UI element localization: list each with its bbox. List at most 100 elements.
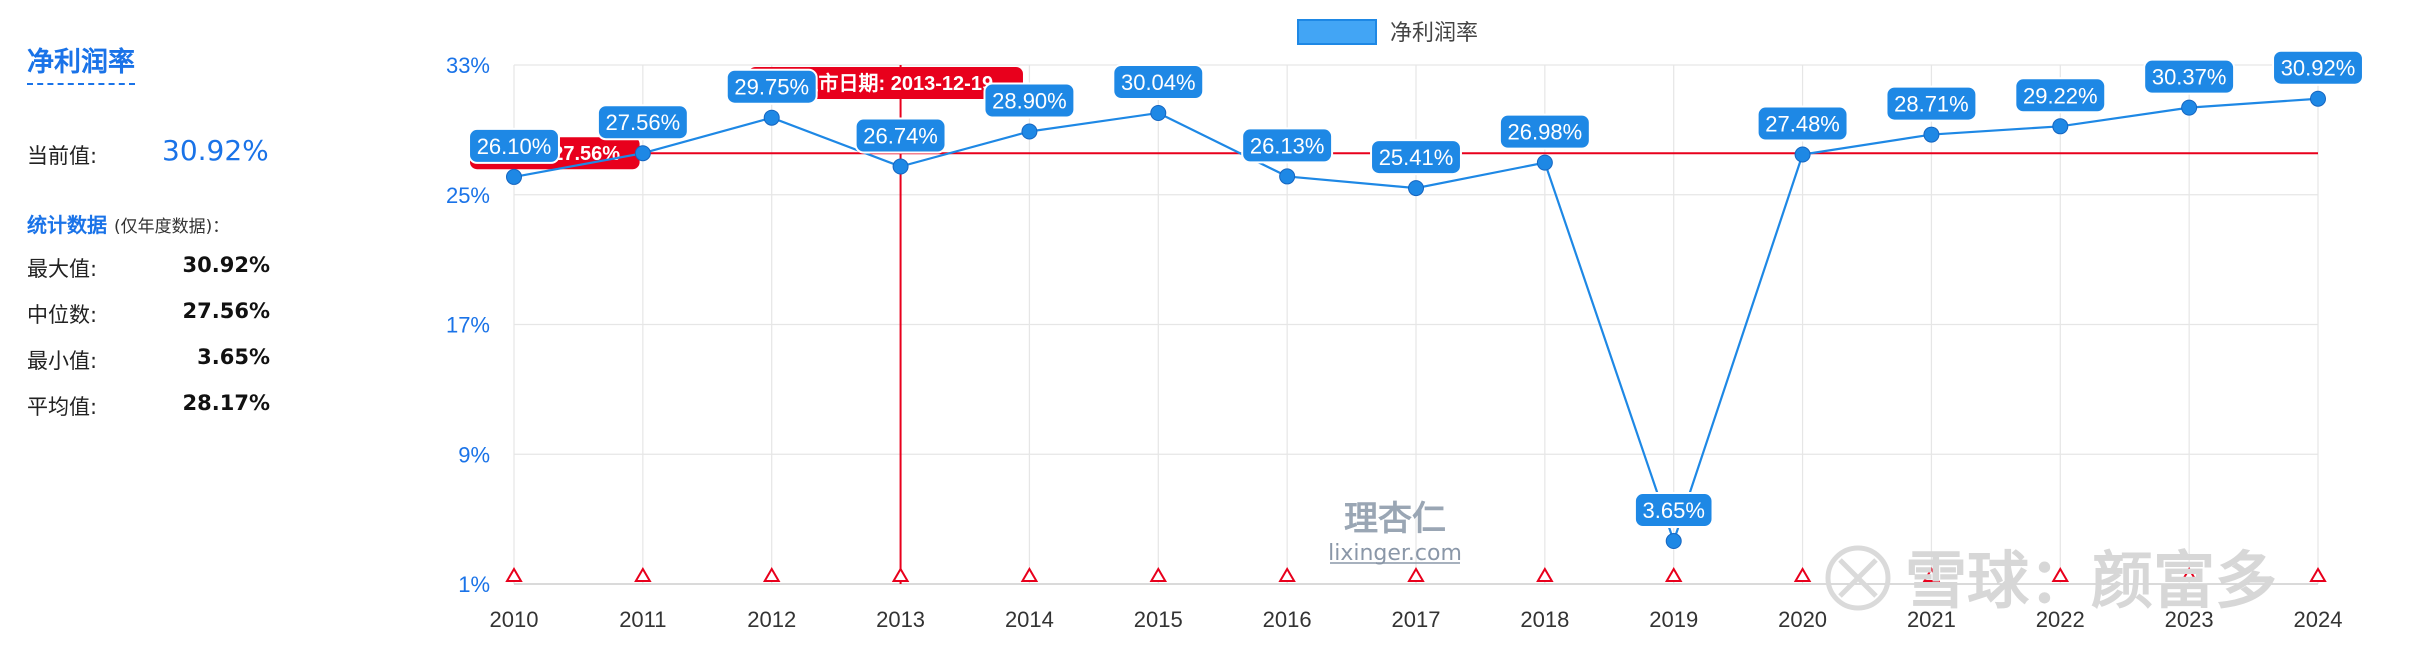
legend: 净利润率: [1297, 19, 1478, 45]
data-label-bg: [1241, 127, 1334, 164]
data-label: 25.41%: [1370, 139, 1462, 176]
data-point: [1536, 154, 1553, 171]
data-label: 26.98%: [1498, 113, 1591, 150]
data-point: [2052, 118, 2069, 135]
data-label: 27.56%: [596, 104, 689, 141]
x-tick-label: 2019: [1649, 607, 1698, 632]
stat-row-max: 最大值: 30.92%: [27, 253, 270, 283]
x-tick-label: 2016: [1263, 607, 1312, 632]
data-point: [1923, 126, 1940, 143]
x-tick-label: 2018: [1520, 607, 1569, 632]
data-label-bg: [1112, 64, 1205, 101]
watermark-logo: 理杏仁: [1344, 499, 1446, 539]
data-label-text: 26.13%: [1250, 133, 1325, 158]
data-label-bg: [854, 117, 947, 154]
x-tick-label: 2014: [1005, 607, 1054, 632]
event-marker: [2309, 567, 2327, 582]
legend-swatch: [1297, 19, 1377, 45]
event-marker: [2180, 567, 2198, 582]
data-label-bg: [1756, 105, 1849, 142]
x-tick-label: 2020: [1778, 607, 1827, 632]
metric-title[interactable]: 净利润率: [27, 46, 135, 85]
x-tick-label: 2017: [1392, 607, 1441, 632]
data-label-bg: [1633, 492, 1714, 529]
data-point: [763, 109, 780, 126]
event-marker: [1793, 567, 1812, 582]
data-label: 28.71%: [1885, 85, 1978, 122]
x-tick-label: 2013: [876, 607, 925, 632]
data-point: [1665, 533, 1682, 550]
data-point: [2310, 90, 2326, 107]
stat-label: 中位数:: [27, 303, 98, 327]
stat-row-min: 最小值: 3.65%: [27, 345, 270, 375]
data-label: 3.65%: [1633, 492, 1714, 529]
data-label-text: 28.90%: [992, 88, 1067, 113]
data-point: [892, 158, 909, 175]
data-point: [1150, 105, 1167, 122]
data-label-bg: [2143, 58, 2236, 95]
event-marker: [1536, 567, 1554, 582]
xueqiu-logo-mark: [1838, 558, 1878, 598]
event-marker: [1020, 567, 1039, 582]
data-label: 29.75%: [725, 68, 818, 105]
data-point: [2181, 99, 2198, 116]
event-marker: [891, 567, 910, 582]
data-label-bg: [2272, 49, 2364, 86]
data-label-bg: [596, 104, 689, 141]
y-tick-label: 1%: [458, 572, 490, 597]
stat-row-mean: 平均值: 28.17%: [27, 391, 270, 421]
data-point: [1279, 168, 1296, 185]
event-marker: [1407, 567, 1425, 582]
stats-title: 统计数据: [27, 213, 107, 237]
data-label: 30.37%: [2143, 58, 2236, 95]
stat-row-median: 中位数: 27.56%: [27, 299, 270, 329]
data-label: 27.48%: [1756, 105, 1849, 142]
x-tick-label: 2012: [747, 607, 796, 632]
data-label: 30.92%: [2272, 49, 2364, 86]
data-label: 26.74%: [854, 117, 947, 154]
event-marker: [1664, 567, 1683, 582]
y-tick-label: 25%: [446, 183, 490, 208]
event-marker: [634, 567, 652, 582]
x-tick-label: 2023: [2165, 607, 2214, 632]
data-point: [634, 145, 651, 162]
data-label-bg: [1498, 113, 1591, 150]
event-marker: [762, 567, 781, 582]
x-tick-label: 2021: [1907, 607, 1956, 632]
event-marker: [1278, 567, 1296, 582]
data-label-text: 3.65%: [1643, 498, 1705, 523]
data-label-bg: [1370, 139, 1462, 176]
x-tick-label: 2015: [1134, 607, 1183, 632]
data-label-text: 27.56%: [606, 110, 681, 135]
data-label-text: 25.41%: [1379, 145, 1454, 170]
stat-value: 30.92%: [182, 253, 270, 277]
legend-entry: 净利润率: [1390, 20, 1478, 45]
current-value-label: 当前值:: [27, 144, 98, 168]
stat-value: 28.17%: [182, 391, 270, 415]
current-value: 30.92%: [162, 134, 269, 167]
data-label-text: 28.71%: [1894, 92, 1969, 117]
stat-label: 最小值:: [27, 349, 98, 373]
data-label-text: 30.92%: [2281, 56, 2356, 81]
data-label-text: 30.04%: [1121, 70, 1196, 95]
stat-value: 3.65%: [197, 345, 270, 369]
xueqiu-watermark: 雪球：颜富多: [1825, 544, 2277, 617]
y-tick-label: 9%: [458, 442, 490, 467]
event-marker: [505, 567, 523, 582]
stats-heading: 统计数据 (仅年度数据)：: [27, 209, 229, 238]
data-label-text: 27.48%: [1765, 112, 1840, 137]
x-tick-label: 2010: [490, 607, 539, 632]
stat-value: 27.56%: [182, 299, 270, 323]
watermark-site: lixinger.com: [1328, 541, 1462, 566]
xueqiu-logo-icon: [1825, 545, 1891, 611]
data-label-text: 29.75%: [734, 75, 809, 100]
data-label: 30.04%: [1112, 64, 1205, 101]
data-label-text: 26.10%: [477, 134, 552, 159]
data-label: 26.13%: [1241, 127, 1334, 164]
x-tick-label: 2024: [2294, 607, 2343, 632]
data-label-text: 26.74%: [863, 124, 938, 149]
data-label-bg: [725, 68, 818, 105]
event-marker: [1922, 567, 1941, 582]
y-tick-label: 33%: [446, 53, 490, 78]
